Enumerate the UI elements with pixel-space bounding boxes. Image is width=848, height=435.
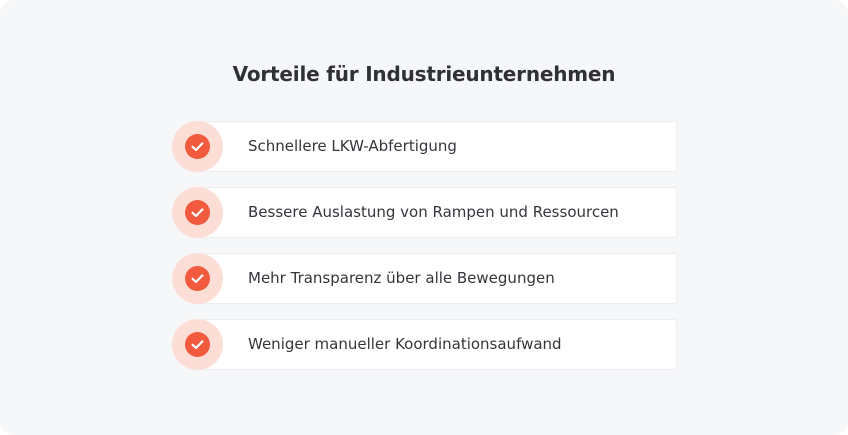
list-item-label: Schnellere LKW-Abfertigung	[248, 137, 457, 155]
page-title: Vorteile für Industrieunternehmen	[232, 62, 616, 86]
list-item-box	[196, 319, 677, 370]
check-icon	[185, 332, 210, 357]
check-icon-badge	[172, 253, 223, 304]
check-icon	[185, 266, 210, 291]
check-icon	[185, 134, 210, 159]
list-item-label: Bessere Auslastung von Rampen und Ressou…	[248, 203, 619, 221]
check-icon-badge	[172, 319, 223, 370]
list-item-label: Weniger manueller Koordinationsaufwand	[248, 335, 562, 353]
list-item-label: Mehr Transparenz über alle Bewegungen	[248, 269, 555, 287]
list-item-box	[196, 253, 677, 304]
check-icon-badge	[172, 121, 223, 172]
list-item: Weniger manueller Koordinationsaufwand	[172, 319, 677, 370]
check-icon	[185, 200, 210, 225]
list-item-box	[196, 121, 677, 172]
list-item: Bessere Auslastung von Rampen und Ressou…	[172, 187, 677, 238]
list-item: Mehr Transparenz über alle Bewegungen	[172, 253, 677, 304]
benefits-list: Schnellere LKW-Abfertigung Bessere Ausla…	[172, 121, 677, 385]
list-item-box	[196, 187, 677, 238]
list-item: Schnellere LKW-Abfertigung	[172, 121, 677, 172]
check-icon-badge	[172, 187, 223, 238]
